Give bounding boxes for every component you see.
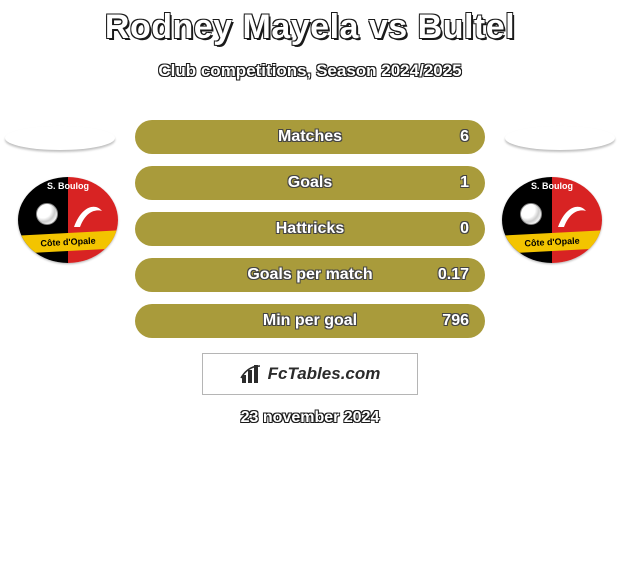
comparison-card: Rodney Mayela vs Bultel Club competition…	[0, 0, 620, 580]
swoosh-icon	[556, 201, 588, 229]
stat-row: Hattricks0	[135, 212, 485, 246]
badge-top-text: S. Boulog	[18, 181, 118, 191]
stat-value-right: 0.17	[438, 258, 469, 292]
stat-value-right: 0	[460, 212, 469, 246]
stat-label: Min per goal	[151, 312, 469, 330]
stat-value-right: 1	[460, 166, 469, 200]
stat-label: Hattricks	[151, 220, 469, 238]
stat-row: Min per goal796	[135, 304, 485, 338]
stat-row: Matches6	[135, 120, 485, 154]
stat-value-right: 796	[442, 304, 469, 338]
badge-circle: S. Boulog Côte d'Opale	[502, 177, 602, 263]
stat-value-right: 6	[460, 120, 469, 154]
soccer-ball-icon	[520, 203, 542, 225]
stat-row: Goals per match0.17	[135, 258, 485, 292]
soccer-ball-icon	[36, 203, 58, 225]
player-marker-left	[5, 126, 115, 150]
date-text: 23 november 2024	[0, 409, 620, 427]
brand-box[interactable]: FcTables.com	[202, 353, 418, 395]
club-badge-right: S. Boulog Côte d'Opale	[502, 177, 602, 263]
brand-text: FcTables.com	[268, 364, 381, 384]
page-title: Rodney Mayela vs Bultel	[0, 0, 620, 47]
swoosh-icon	[72, 201, 104, 229]
club-badge-left: S. Boulog Côte d'Opale	[18, 177, 118, 263]
badge-top-text: S. Boulog	[502, 181, 602, 191]
stat-label: Goals per match	[151, 266, 469, 284]
badge-circle: S. Boulog Côte d'Opale	[18, 177, 118, 263]
stat-row: Goals1	[135, 166, 485, 200]
subtitle: Club competitions, Season 2024/2025	[0, 61, 620, 81]
bar-chart-icon	[240, 363, 262, 385]
player-marker-right	[505, 126, 615, 150]
stat-label: Goals	[151, 174, 469, 192]
stat-label: Matches	[151, 128, 469, 146]
stats-list: Matches6Goals1Hattricks0Goals per match0…	[135, 120, 485, 350]
